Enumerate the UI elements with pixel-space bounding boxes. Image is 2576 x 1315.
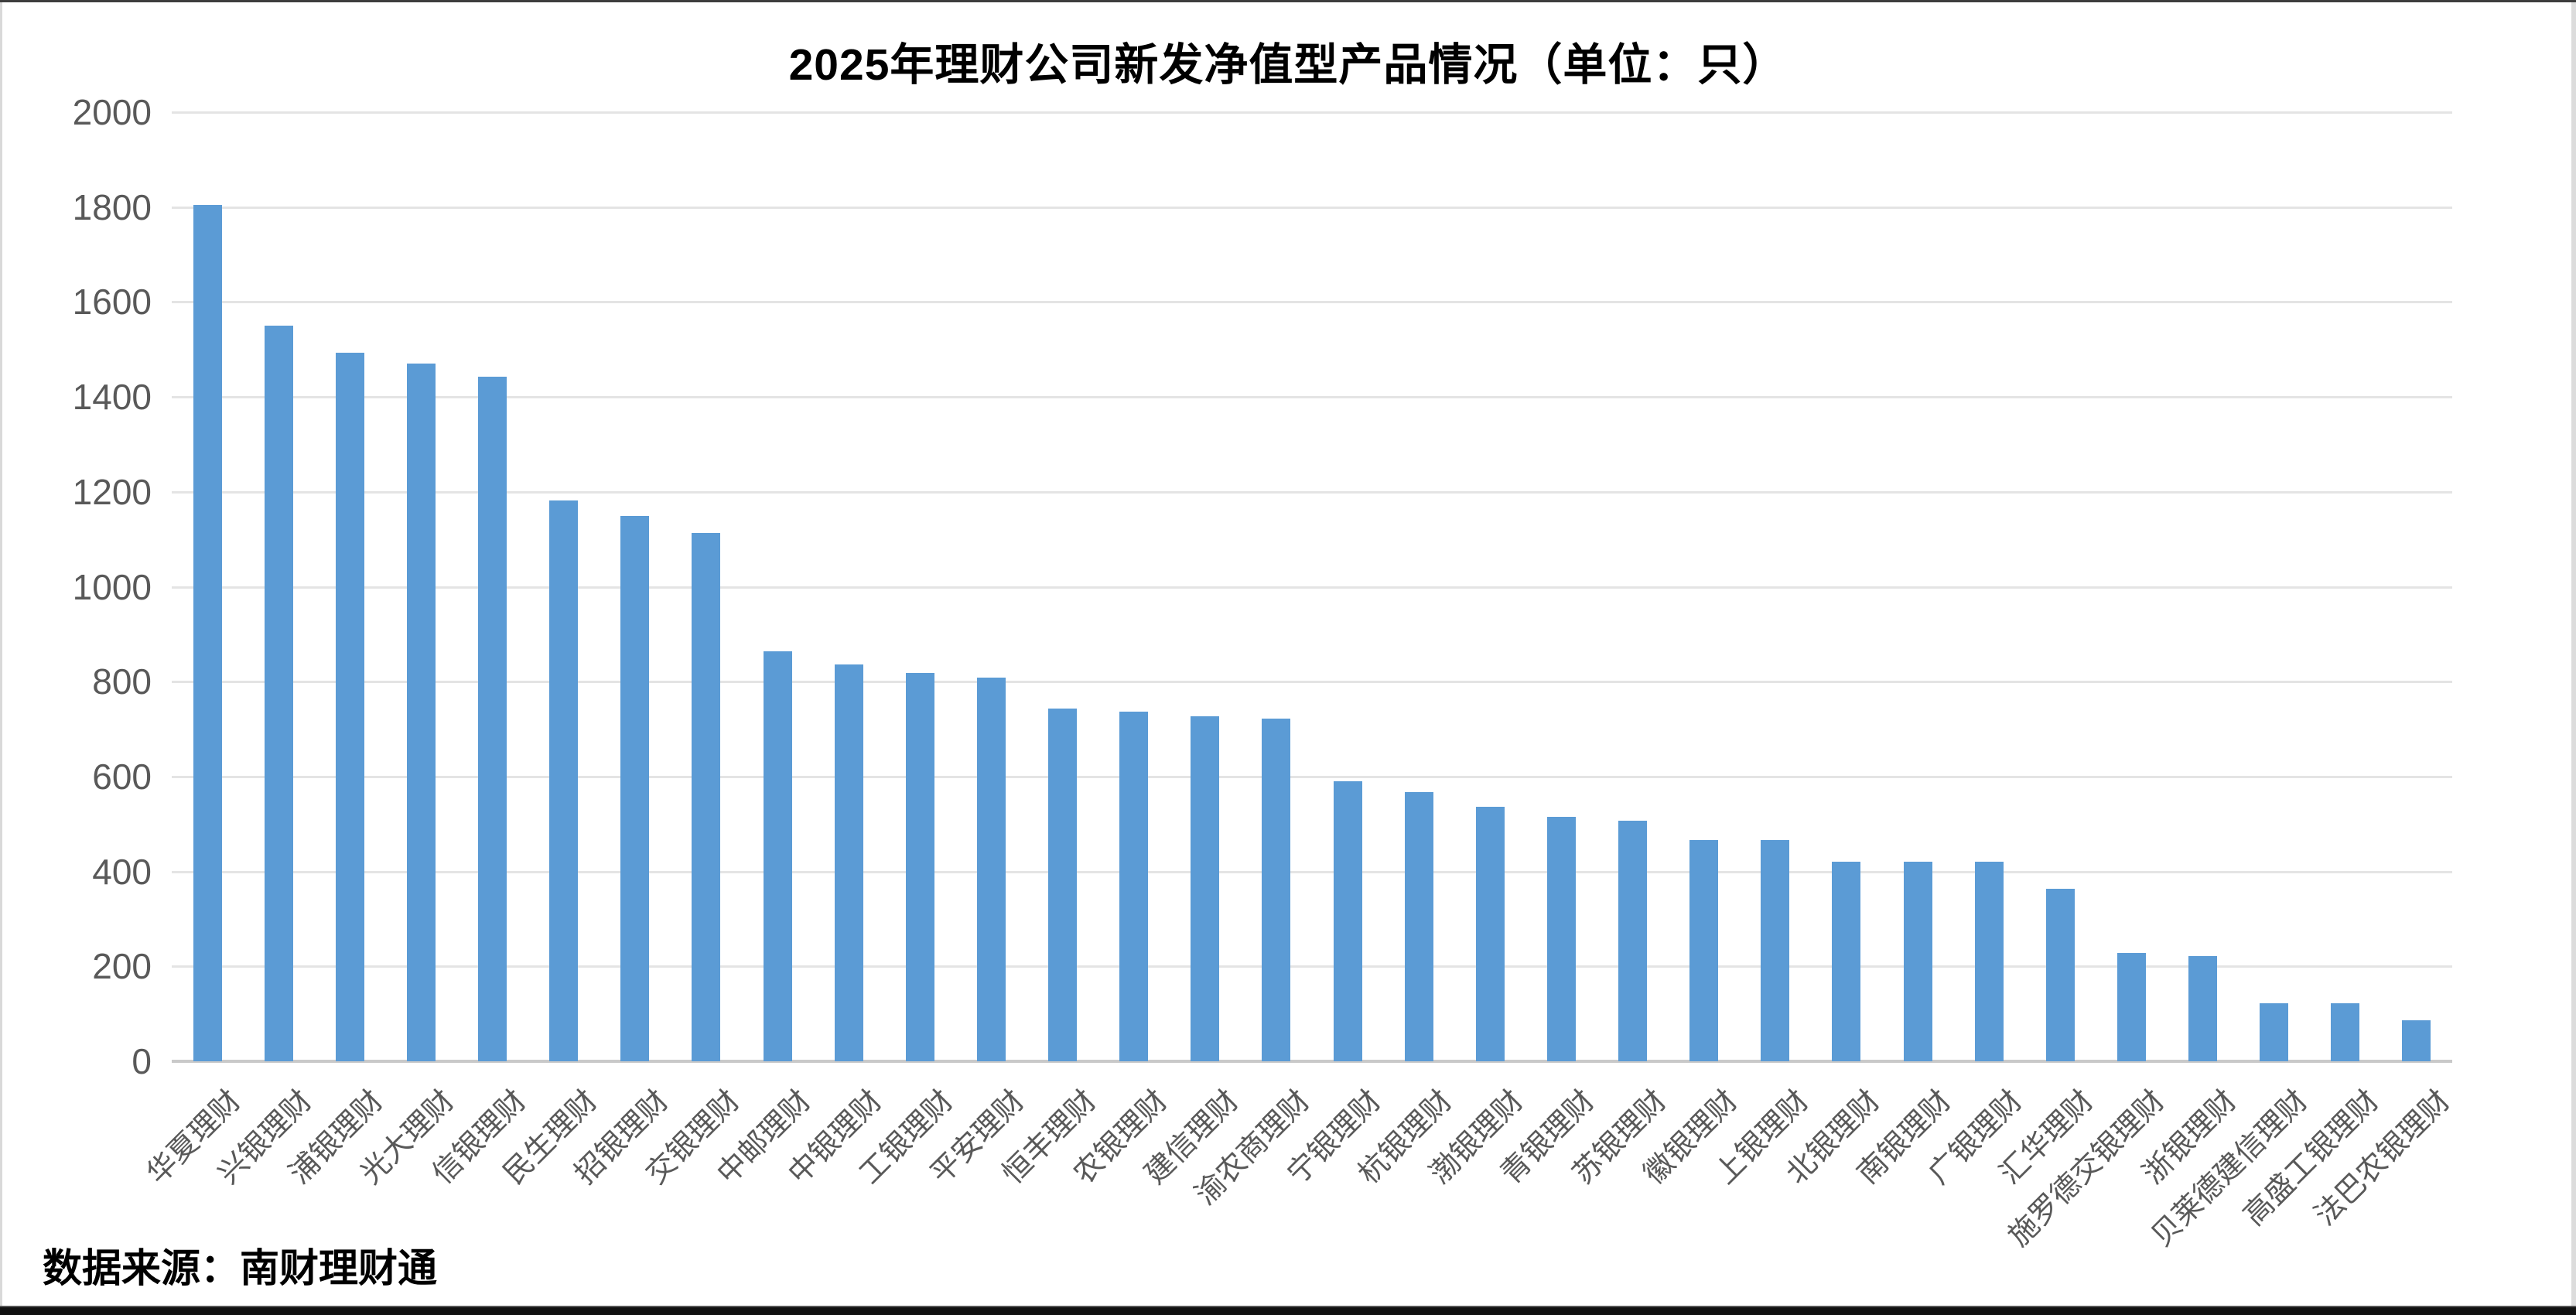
gridline — [172, 775, 2452, 778]
bar — [2116, 953, 2146, 1061]
bar-slot — [172, 112, 243, 1061]
gridline — [172, 586, 2452, 589]
y-tick-label: 0 — [132, 1041, 152, 1081]
bar — [335, 353, 364, 1061]
bar — [692, 533, 721, 1061]
bar — [1689, 840, 1719, 1061]
bar-slot — [813, 112, 884, 1061]
window-left-border — [0, 0, 2, 1315]
gridline — [172, 490, 2452, 494]
chart-title: 2025年理财公司新发净值型产品情况（单位：只） — [788, 40, 1788, 90]
bar — [1903, 861, 1932, 1061]
y-tick-label: 1200 — [72, 471, 152, 512]
window-right-border — [2571, 0, 2576, 1315]
gridline — [172, 111, 2452, 114]
bar-slot — [600, 112, 671, 1061]
bar-slot — [2239, 112, 2310, 1061]
bar — [1546, 817, 1576, 1061]
bar — [905, 673, 934, 1061]
bar — [1404, 792, 1433, 1061]
bar-slot — [742, 112, 813, 1061]
bar — [834, 664, 863, 1061]
bar — [1262, 719, 1291, 1061]
gridline — [172, 206, 2452, 209]
bar-slot — [1098, 112, 1170, 1061]
bar-slot — [385, 112, 456, 1061]
bar-slot — [1027, 112, 1098, 1061]
bar — [1618, 820, 1648, 1061]
y-tick-label: 400 — [92, 851, 152, 892]
gridline — [172, 965, 2452, 968]
bar — [1974, 862, 2004, 1061]
y-tick-label: 1600 — [72, 282, 152, 323]
bar — [2045, 888, 2075, 1061]
window-top-border — [0, 0, 2576, 2]
bar-slot — [2381, 112, 2452, 1061]
bar — [1832, 861, 1861, 1061]
bar — [264, 326, 293, 1061]
y-tick-label: 2000 — [72, 92, 152, 132]
bar — [193, 204, 222, 1061]
y-axis-labels: 0 200 400 600 800 1000 1200 1400 1600 1800 2000 — [0, 92, 152, 1081]
y-tick-label: 1000 — [72, 566, 152, 607]
bar-slot — [1740, 112, 1811, 1061]
gridline — [172, 301, 2452, 304]
bar-slot — [243, 112, 314, 1061]
bar-slot — [457, 112, 528, 1061]
bar-slot — [1953, 112, 2024, 1061]
bar-slot — [1383, 112, 1454, 1061]
bar — [1333, 781, 1362, 1061]
bar-slot — [671, 112, 742, 1061]
bar — [1119, 711, 1149, 1061]
bar-slot — [2024, 112, 2096, 1061]
bar-slot — [955, 112, 1027, 1061]
bar-slot — [1811, 112, 1882, 1061]
bar — [1761, 840, 1790, 1061]
bar — [2402, 1020, 2431, 1061]
y-tick-label: 1800 — [72, 186, 152, 227]
bar-slot — [1525, 112, 1597, 1061]
y-tick-label: 600 — [92, 756, 152, 797]
plot-area — [172, 111, 2452, 1063]
window-bottom-border — [0, 1306, 2576, 1315]
bar — [2188, 955, 2218, 1061]
bar — [1048, 708, 1078, 1061]
bar-slot — [1170, 112, 1241, 1061]
bar-slot — [2096, 112, 2167, 1061]
bar-slot — [1597, 112, 1669, 1061]
gridline — [172, 870, 2452, 873]
gridline — [172, 681, 2452, 684]
y-tick-label: 800 — [92, 661, 152, 702]
x-axis-line — [172, 1060, 2452, 1063]
gridline — [172, 396, 2452, 399]
bar-slot — [2168, 112, 2239, 1061]
bar-slot — [1882, 112, 1953, 1061]
bar — [976, 677, 1006, 1061]
bar-slot — [2310, 112, 2381, 1061]
bar — [406, 364, 436, 1061]
bar — [2331, 1003, 2360, 1061]
source-caption: 数据来源：南财理财通 — [43, 1246, 438, 1290]
bar — [763, 651, 792, 1061]
bar-slot — [1241, 112, 1312, 1061]
bar-slot — [1669, 112, 1740, 1061]
bar — [1191, 716, 1220, 1061]
bar-slot — [314, 112, 385, 1061]
bar — [2260, 1003, 2289, 1061]
bar — [620, 516, 650, 1061]
bar-slot — [1454, 112, 1525, 1061]
bar-slot — [884, 112, 955, 1061]
bar — [1475, 807, 1505, 1061]
bar-slot — [528, 112, 600, 1061]
bar — [549, 500, 579, 1061]
bar-slot — [1312, 112, 1383, 1061]
y-tick-label: 200 — [92, 946, 152, 987]
bar — [478, 376, 507, 1061]
bars-container — [172, 112, 2452, 1061]
x-axis-labels: 华夏理财 兴银理财 浦银理财 光大理财 信银理财 民生理财 招银理财 交银理财 中邮理财 中银理财… — [141, 1078, 2456, 1295]
y-tick-label: 1400 — [72, 377, 152, 418]
